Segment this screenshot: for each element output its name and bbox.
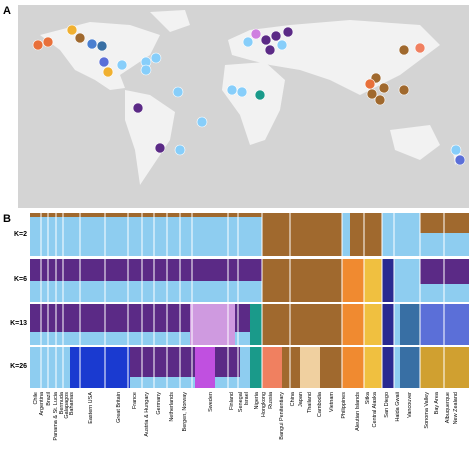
population-label: France [132, 392, 138, 409]
population-label: Senegal [238, 392, 244, 412]
population-label: Vietnam [329, 392, 335, 412]
population-label: Cambodia [317, 391, 323, 417]
population-label: Albuquerque [445, 392, 451, 423]
population-label: Netherlands [169, 392, 175, 422]
panel-label: A [3, 5, 11, 17]
population-label: Sitka [365, 391, 371, 404]
population-label: Germany [156, 392, 162, 415]
population-label: New Zealand [453, 392, 459, 424]
population-label: Bermuda [59, 391, 65, 414]
k-label: K=2 [14, 231, 27, 238]
population-label: Bay Area [434, 391, 440, 414]
population-label: Eastern USA [88, 392, 94, 424]
population-label: Vancouver [407, 392, 413, 418]
world-map [18, 5, 469, 208]
k-label: K=26 [10, 363, 27, 370]
population-label: Brazil [46, 392, 52, 406]
population-label: Japan [298, 392, 304, 407]
population-label: Philippines [341, 392, 347, 419]
population-label: Haida Gwaii [395, 392, 401, 422]
population-label: Chile [33, 392, 39, 405]
population-label: Aleutian Islands [355, 392, 361, 431]
population-label: Bergen, Norway [182, 392, 188, 432]
population-label: Galapagos [64, 392, 70, 419]
population-label: Sweden [208, 392, 214, 412]
population-label: San Diego [384, 392, 390, 418]
population-label: Argentina [39, 391, 45, 415]
k-label: K=13 [10, 320, 27, 327]
population-label: Panama & St. Lucia [53, 391, 59, 441]
population-label: Hongkong [261, 392, 267, 417]
population-label: Sonoma Valley [424, 392, 430, 429]
population-label: Russia [268, 391, 274, 409]
population-label: China [290, 391, 296, 406]
population-label: Great Britain [116, 392, 122, 423]
admixture-plot [30, 213, 469, 388]
population-label: Bangui Penitentiary [279, 392, 285, 440]
panel-label: B [3, 213, 11, 225]
k-label: K=6 [14, 276, 27, 283]
population-label: Central Alaska [372, 391, 378, 427]
population-label: Israel [244, 392, 250, 405]
population-label: Austria & Hungary [144, 392, 150, 437]
population-label: Bahamas [69, 392, 75, 415]
population-label: Nigeria [254, 391, 260, 409]
population-label: Thailand [307, 392, 313, 413]
population-label: Finland [229, 392, 235, 410]
